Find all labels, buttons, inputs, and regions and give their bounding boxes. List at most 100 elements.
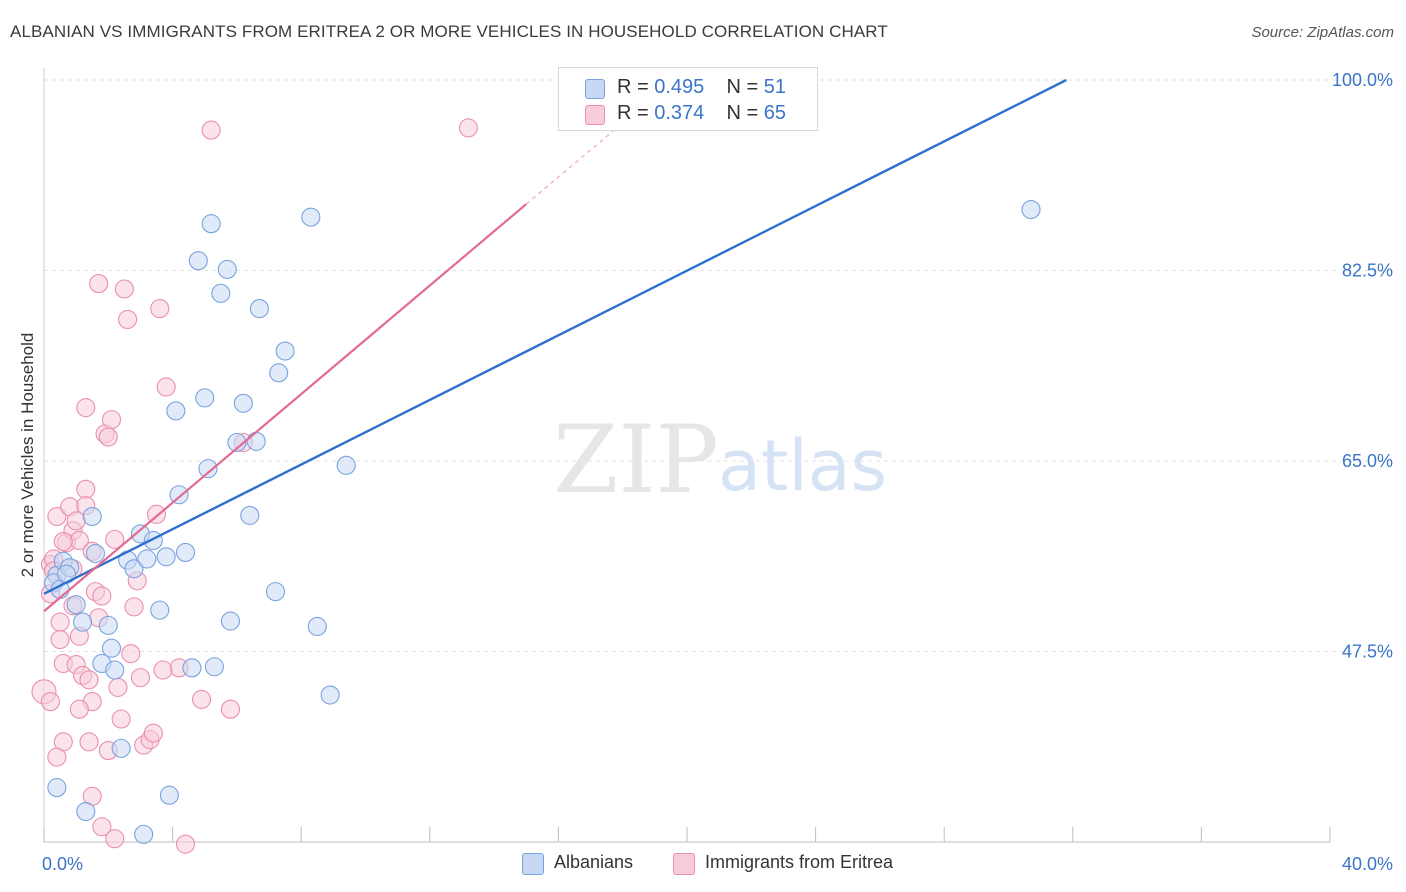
eritrea-point <box>40 692 60 712</box>
eritrea-point <box>79 670 99 690</box>
albanian-point <box>137 549 157 569</box>
eritrea-point <box>101 410 122 430</box>
eritrea-point <box>50 629 70 650</box>
albanian-point <box>166 401 186 421</box>
eritrea-point <box>121 644 141 664</box>
albanian-point <box>195 388 215 408</box>
trend-lines <box>43 78 1067 613</box>
eritrea-point <box>89 274 109 294</box>
eritrea-point <box>124 597 144 617</box>
watermark-atlas: atlas <box>718 425 887 507</box>
eritrea-point <box>53 532 73 552</box>
albanian-point <box>101 638 122 658</box>
albanian-point <box>233 393 253 413</box>
series-legend: Albanians Immigrants from Eritrea <box>0 852 1406 878</box>
legend-swatch-pink <box>585 105 605 125</box>
albanian-point <box>175 542 196 562</box>
albanian-point <box>1021 199 1041 220</box>
albanian-point <box>265 582 286 602</box>
legend-r-value: 0.374 <box>654 102 705 124</box>
eritrea-point <box>150 299 170 319</box>
x-tick-labels: 0.0% 40.0% <box>42 854 1393 874</box>
correlation-legend: R = 0.495 N = 51 R = 0.374 N = 65 <box>558 67 818 131</box>
eritrea-point <box>220 699 241 719</box>
albanian-point <box>143 530 163 551</box>
albanian-point <box>275 341 295 361</box>
eritrea-point <box>143 723 163 743</box>
legend-n-value: 65 <box>763 102 787 124</box>
eritrea-point <box>76 398 96 418</box>
albanian-point <box>249 299 269 319</box>
albanian-point <box>198 459 218 479</box>
albanian-point <box>201 214 221 234</box>
eritrea-point <box>79 732 99 752</box>
y-axis-label: 2 or more Vehicles in Household <box>18 333 37 578</box>
albanian-point <box>169 485 189 505</box>
albanian-point <box>98 615 118 635</box>
legend-n-value: 51 <box>763 76 787 98</box>
eritrea-point <box>153 660 173 680</box>
albanian-point <box>188 251 208 271</box>
eritrea-point <box>191 689 212 709</box>
x-tick-label: 40.0% <box>1342 854 1393 874</box>
grid-lines <box>44 79 1394 652</box>
legend-swatch-blue <box>585 79 605 99</box>
albanian-point <box>217 259 237 279</box>
y-tick-labels: 47.5% 65.0% 82.5% 100.0% <box>1332 70 1393 662</box>
y-tick-label: 47.5% <box>1342 642 1393 662</box>
albanian-point <box>182 658 202 678</box>
eritrea-point <box>175 834 196 854</box>
eritrea-point <box>69 699 89 719</box>
eritrea-point <box>50 612 70 632</box>
eritrea-point <box>156 377 176 397</box>
albanian-point <box>159 785 179 805</box>
albanian-trend-line <box>43 78 1067 595</box>
eritrea-point <box>201 120 221 140</box>
eritrea-points <box>31 118 478 854</box>
y-tick-label: 100.0% <box>1332 70 1393 90</box>
legend-r-value: 0.495 <box>654 76 705 98</box>
albanian-point <box>156 547 176 567</box>
eritrea-point <box>92 817 112 837</box>
y-tick-label: 82.5% <box>1342 261 1393 281</box>
legend-r-label: R = <box>617 102 649 124</box>
y-tick-label: 65.0% <box>1342 451 1393 471</box>
legend-swatch-blue <box>522 853 544 875</box>
albanian-point <box>73 612 93 632</box>
albanian-point <box>211 283 231 303</box>
legend-label: Albanians <box>554 852 634 872</box>
legend-text: R = 0.495 N = 51 <box>617 76 786 99</box>
albanian-point <box>111 738 131 758</box>
eritrea-point <box>458 118 478 138</box>
legend-n-label: N = <box>726 76 759 98</box>
albanian-point <box>246 431 266 451</box>
legend-text: R = 0.374 N = 65 <box>617 102 786 125</box>
albanian-point <box>66 595 86 615</box>
eritrea-point <box>47 747 67 767</box>
albanian-point <box>105 660 125 680</box>
watermark: ZIP atlas <box>553 406 887 515</box>
albanian-point <box>307 616 327 637</box>
eritrea-point <box>114 279 134 299</box>
albanian-point <box>134 824 154 844</box>
legend-n-label: N = <box>726 102 759 124</box>
legend-label: Immigrants from Eritrea <box>705 852 894 872</box>
albanian-point <box>320 685 340 705</box>
eritrea-point <box>118 309 138 330</box>
legend-r-label: R = <box>617 76 649 98</box>
x-tick-label: 0.0% <box>42 854 83 874</box>
albanian-point <box>240 505 260 525</box>
albanian-point <box>47 778 67 798</box>
eritrea-point <box>108 677 128 697</box>
albanian-point <box>227 432 247 453</box>
albanian-points <box>44 199 1041 844</box>
eritrea-point <box>111 709 131 729</box>
albanian-point <box>204 657 224 677</box>
eritrea-point <box>76 479 96 499</box>
watermark-zip: ZIP <box>553 406 719 515</box>
eritrea-point <box>92 586 112 606</box>
axes <box>43 68 1331 843</box>
eritrea-point <box>105 829 125 849</box>
albanian-point <box>336 455 356 475</box>
